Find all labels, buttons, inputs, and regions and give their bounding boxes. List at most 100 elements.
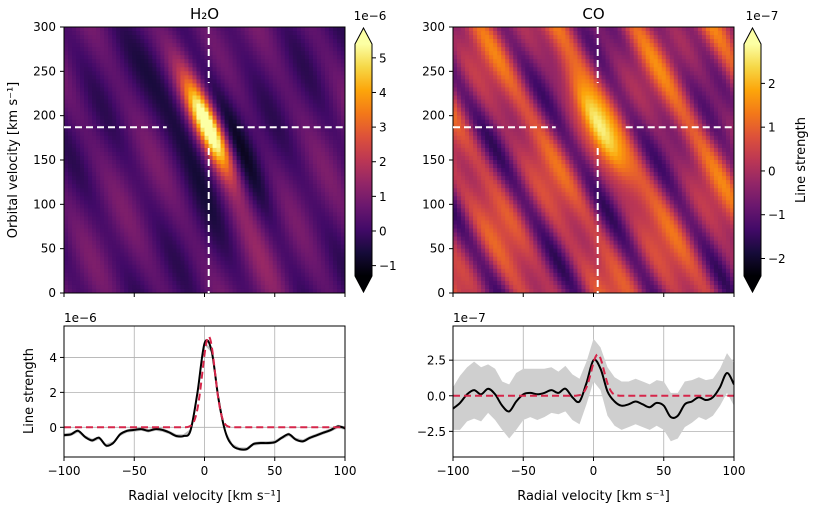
heatmap-cell bbox=[184, 71, 190, 76]
heatmap-cell bbox=[208, 260, 214, 266]
heatmap-cell bbox=[112, 75, 117, 80]
heatmap-cell bbox=[248, 196, 254, 201]
heatmap-cell bbox=[204, 240, 210, 246]
heatmap-cell bbox=[96, 248, 101, 254]
heatmap-cell bbox=[168, 196, 173, 201]
heatmap-cell bbox=[192, 127, 198, 133]
heatmap-cell bbox=[72, 107, 77, 113]
heatmap-cell bbox=[677, 39, 683, 44]
heatmap-cell bbox=[132, 216, 137, 222]
heatmap-cell bbox=[152, 107, 157, 113]
heatmap-cell bbox=[244, 196, 250, 201]
heatmap-cell bbox=[92, 236, 97, 242]
heatmap-cell bbox=[280, 95, 286, 101]
heatmap-cell bbox=[212, 208, 218, 213]
heatmap-cell bbox=[192, 39, 198, 44]
heatmap-cell bbox=[212, 47, 218, 52]
heatmap-cell bbox=[252, 139, 258, 145]
heatmap-cell bbox=[128, 87, 133, 93]
heatmap-cell bbox=[336, 59, 342, 64]
heatmap-cell bbox=[116, 168, 121, 173]
heatmap-cell bbox=[160, 280, 165, 286]
heatmap-cell bbox=[304, 99, 310, 105]
heatmap-cell bbox=[292, 160, 298, 165]
heatmap-cell bbox=[160, 43, 165, 48]
heatmap-cell bbox=[184, 131, 190, 137]
heatmap-cell bbox=[164, 75, 169, 80]
heatmap-cell bbox=[68, 139, 73, 145]
heatmap-cell bbox=[184, 35, 190, 40]
heatmap-cell bbox=[124, 55, 129, 60]
heatmap-cell bbox=[308, 172, 314, 177]
heatmap-cell bbox=[140, 248, 145, 254]
heatmap-cell bbox=[224, 27, 230, 32]
heatmap-cell bbox=[172, 95, 177, 101]
heatmap-cell bbox=[240, 260, 246, 266]
heatmap-cell bbox=[184, 172, 190, 177]
heatmap-cell bbox=[236, 27, 242, 32]
heatmap-cell bbox=[513, 39, 518, 44]
heatmap-cell bbox=[184, 284, 190, 290]
heatmap-cell bbox=[268, 95, 274, 101]
heatmap-cell bbox=[192, 200, 198, 205]
heatmap-cell bbox=[196, 224, 202, 230]
heatmap-cell bbox=[268, 248, 274, 254]
heatmap-cell bbox=[256, 268, 262, 274]
heatmap-cell bbox=[549, 35, 554, 40]
heatmap-cell bbox=[304, 288, 310, 293]
heatmap-cell bbox=[637, 39, 643, 44]
heatmap-cell bbox=[497, 31, 502, 36]
heatmap-cell bbox=[184, 276, 190, 282]
heatmap-cell bbox=[324, 244, 330, 250]
heatmap-cell bbox=[276, 123, 282, 129]
heatmap-cell bbox=[176, 143, 182, 149]
heatmap-cell bbox=[132, 59, 137, 64]
heatmap-cell bbox=[96, 212, 101, 218]
heatmap-cell bbox=[292, 43, 298, 48]
heatmap-cell bbox=[248, 107, 254, 113]
heatmap-cell bbox=[168, 59, 173, 64]
heatmap-cell bbox=[208, 164, 214, 169]
heatmap-cell bbox=[228, 99, 234, 105]
heatmap-cell bbox=[116, 276, 121, 282]
heatmap-cell bbox=[605, 35, 611, 40]
heatmap-cell bbox=[300, 184, 306, 189]
heatmap-cell bbox=[308, 192, 314, 197]
heatmap-cell bbox=[104, 228, 109, 234]
heatmap-cell bbox=[192, 188, 198, 193]
heatmap-cell bbox=[296, 228, 302, 234]
heatmap-cell bbox=[300, 216, 306, 222]
heatmap-cell bbox=[128, 107, 133, 113]
heatmap-cell bbox=[68, 127, 73, 133]
heatmap-cell bbox=[629, 39, 635, 44]
heatmap-cell bbox=[220, 276, 226, 282]
heatmap-cell bbox=[184, 240, 190, 246]
heatmap-cell bbox=[176, 131, 182, 137]
heatmap-cell bbox=[68, 220, 73, 226]
heatmap-cell bbox=[304, 216, 310, 222]
heatmap-cell bbox=[208, 79, 214, 85]
heatmap-cell bbox=[216, 260, 222, 266]
heatmap-cell bbox=[108, 272, 113, 278]
heatmap-cell bbox=[180, 135, 186, 141]
heatmap-cell bbox=[96, 115, 101, 121]
heatmap-cell bbox=[196, 172, 202, 177]
heatmap-cell bbox=[340, 160, 345, 165]
heatmap-cell bbox=[336, 232, 342, 238]
heatmap-cell bbox=[148, 111, 153, 117]
heatmap-cell bbox=[316, 216, 322, 222]
heatmap-cell bbox=[252, 83, 258, 89]
heatmap-cell bbox=[204, 99, 210, 105]
heatmap-cell bbox=[204, 160, 210, 165]
heatmap-cell bbox=[224, 268, 230, 274]
heatmap-cell bbox=[196, 280, 202, 286]
heatmap-cell bbox=[76, 284, 81, 290]
heatmap-cell bbox=[336, 276, 342, 282]
heatmap-cell bbox=[272, 55, 278, 60]
heatmap-cell bbox=[224, 196, 230, 201]
heatmap-cell bbox=[68, 103, 73, 109]
heatmap-cell bbox=[304, 119, 310, 125]
heatmap-cell bbox=[332, 55, 338, 60]
heatmap-cell bbox=[252, 27, 258, 32]
heatmap-cell bbox=[308, 55, 314, 60]
